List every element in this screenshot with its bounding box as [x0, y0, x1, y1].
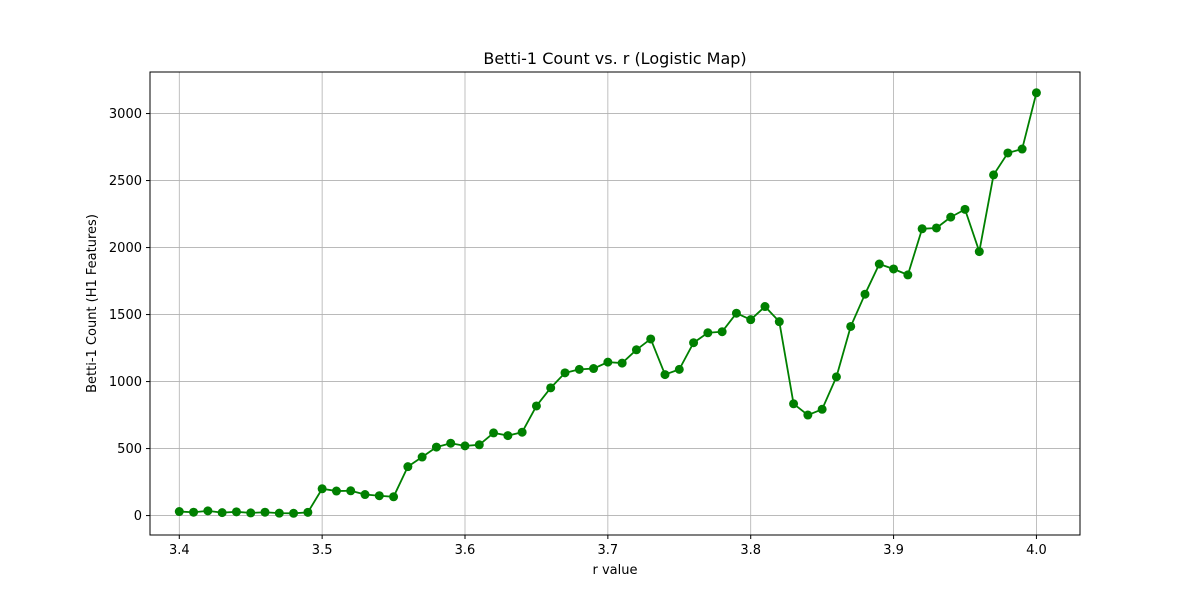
y-tick-label: 1500	[109, 308, 142, 323]
series-layer	[174, 88, 1041, 518]
y-tick-label: 2000	[109, 241, 142, 256]
data-point	[474, 440, 484, 450]
data-point	[889, 264, 899, 274]
data-point	[974, 247, 984, 257]
x-tick-label: 3.6	[455, 543, 476, 558]
data-point	[189, 507, 199, 517]
data-point	[274, 508, 284, 518]
x-tick-label: 4.0	[1026, 543, 1047, 558]
data-point	[989, 170, 999, 180]
ticks: 3.4 3.5 3.6 3.7 3.8 3.9 4.0 0 500 1000 1500 2000 250…	[109, 107, 1047, 558]
data-point	[689, 338, 699, 348]
data-point	[317, 484, 327, 494]
data-point	[446, 438, 456, 448]
data-point	[646, 334, 656, 344]
data-point	[374, 491, 384, 501]
plot-frame	[149, 71, 1081, 536]
data-point	[246, 508, 256, 518]
data-point	[546, 383, 556, 393]
chart-title: Betti-1 Count vs. r (Logistic Map)	[483, 49, 746, 68]
data-point	[660, 370, 670, 380]
data-point	[746, 315, 756, 325]
data-point	[503, 431, 513, 441]
data-point	[703, 328, 713, 338]
data-point	[489, 428, 499, 438]
data-point	[260, 507, 270, 517]
data-point	[774, 317, 784, 327]
data-point	[831, 372, 841, 382]
data-point	[789, 399, 799, 409]
data-point	[860, 289, 870, 299]
data-point	[403, 462, 413, 472]
y-tick-label: 1000	[109, 375, 142, 390]
y-axis-title: Betti-1 Count (H1 Features)	[85, 214, 100, 393]
data-point	[531, 401, 541, 411]
data-point	[631, 345, 641, 355]
x-tick-label: 3.9	[883, 543, 904, 558]
data-point	[431, 442, 441, 452]
data-point	[917, 224, 927, 234]
x-tick-label: 3.4	[169, 543, 190, 558]
data-point	[903, 270, 913, 280]
x-axis-title: r value	[593, 563, 638, 578]
data-point	[874, 259, 884, 269]
data-point	[731, 308, 741, 318]
data-point	[1003, 148, 1013, 158]
y-tick-label: 3000	[109, 107, 142, 122]
y-tick-label: 500	[117, 442, 142, 457]
data-point	[717, 327, 727, 337]
data-point	[674, 364, 684, 374]
data-point	[417, 452, 427, 462]
data-point	[203, 506, 213, 516]
data-point	[960, 204, 970, 214]
data-point	[303, 507, 313, 517]
data-point	[360, 490, 370, 500]
data-point	[346, 486, 356, 496]
data-point	[817, 404, 827, 414]
data-point	[617, 358, 627, 368]
x-tick-label: 3.8	[740, 543, 761, 558]
data-point	[1031, 88, 1041, 98]
data-point	[217, 508, 227, 518]
data-point	[389, 492, 399, 502]
data-point	[460, 441, 470, 451]
data-point	[946, 212, 956, 222]
data-point	[574, 364, 584, 374]
y-tick-label: 0	[134, 509, 142, 524]
data-point	[931, 223, 941, 233]
data-point	[846, 321, 856, 331]
data-point	[289, 508, 299, 518]
data-point	[603, 357, 613, 367]
data-point	[560, 368, 570, 378]
data-point	[1017, 144, 1027, 154]
data-point	[760, 302, 770, 312]
data-point	[331, 486, 341, 496]
y-tick-label: 2500	[109, 174, 142, 189]
data-point	[174, 507, 184, 517]
data-point	[803, 410, 813, 420]
data-point	[517, 427, 527, 437]
x-tick-label: 3.5	[312, 543, 333, 558]
data-point	[231, 507, 241, 517]
data-point	[589, 364, 599, 374]
x-tick-label: 3.7	[598, 543, 619, 558]
